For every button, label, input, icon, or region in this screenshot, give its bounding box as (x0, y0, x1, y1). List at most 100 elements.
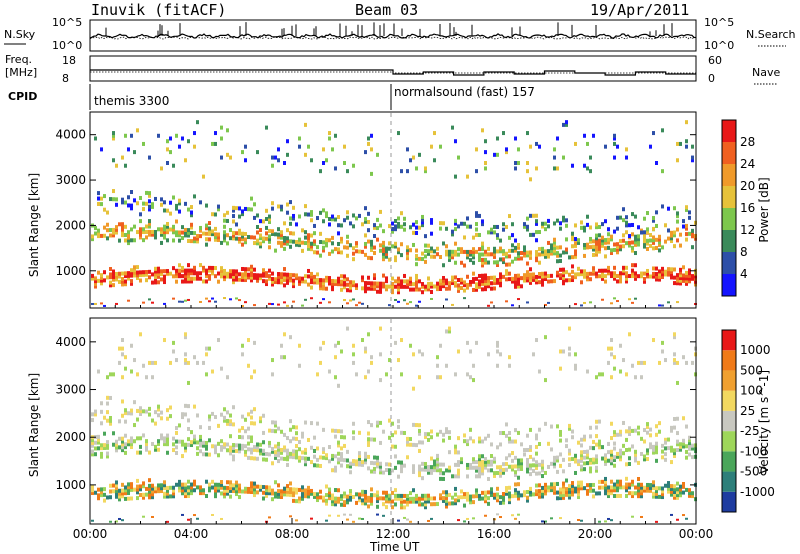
heatmap-cell (598, 238, 601, 243)
heatmap-cell (100, 275, 103, 280)
heatmap-cell (580, 280, 583, 285)
heatmap-cell (181, 482, 184, 487)
heatmap-cell (367, 431, 370, 436)
heatmap-cell (508, 254, 511, 259)
heatmap-cell (538, 427, 541, 432)
heatmap-cell (118, 419, 121, 424)
heatmap-cell (637, 460, 640, 465)
heatmap-cell (169, 414, 172, 419)
heatmap-cell (409, 279, 412, 284)
heatmap-cell (163, 491, 166, 496)
heatmap-cell (181, 236, 184, 241)
heatmap-cell (634, 234, 637, 239)
heatmap-cell (127, 230, 130, 235)
heatmap-cell (292, 490, 295, 495)
heatmap-cell (229, 419, 232, 424)
heatmap-cell (526, 253, 529, 258)
heatmap-cell (268, 217, 271, 222)
heatmap-cell (415, 443, 418, 448)
heatmap-cell (283, 301, 286, 304)
heatmap-cell (184, 271, 187, 276)
heatmap-cell (91, 237, 94, 242)
heatmap-cell (424, 243, 427, 248)
heatmap-cell (541, 462, 544, 467)
heatmap-cell (241, 304, 244, 307)
heatmap-cell (595, 222, 598, 227)
heatmap-cell (298, 440, 301, 445)
heatmap-cell (412, 155, 415, 160)
heatmap-cell (298, 496, 301, 501)
heatmap-cell (589, 245, 592, 250)
heatmap-cell (145, 441, 148, 446)
heatmap-cell (151, 232, 154, 237)
heatmap-cell (196, 485, 199, 490)
heatmap-cell (691, 276, 694, 281)
heatmap-cell (199, 271, 202, 276)
heatmap-cell (109, 415, 112, 420)
heatmap-cell (673, 484, 676, 489)
heatmap-cell (169, 485, 172, 490)
heatmap-cell (415, 304, 418, 307)
heatmap-cell (97, 228, 100, 233)
heatmap-cell (349, 470, 352, 475)
heatmap-cell (412, 499, 415, 504)
heatmap-cell (235, 486, 238, 491)
heatmap-cell (613, 273, 616, 278)
heatmap-cell (121, 442, 124, 447)
heatmap-cell (436, 468, 439, 473)
heatmap-cell (226, 271, 229, 276)
heatmap-cell (376, 281, 379, 286)
heatmap-cell (592, 133, 595, 138)
heatmap-cell (469, 224, 472, 229)
heatmap-cell (307, 235, 310, 240)
heatmap-cell (289, 490, 292, 495)
heatmap-cell (649, 243, 652, 248)
heatmap-cell (652, 240, 655, 245)
heatmap-cell (664, 269, 667, 274)
heatmap-cell (508, 214, 511, 219)
heatmap-cell (139, 332, 142, 337)
heatmap-cell (247, 267, 250, 272)
heatmap-cell (568, 489, 571, 494)
heatmap-cell (256, 230, 259, 235)
heatmap-cell (625, 155, 628, 160)
heatmap-cell (286, 436, 289, 441)
heatmap-cell (529, 466, 532, 471)
heatmap-cell (217, 482, 220, 487)
heatmap-cell (499, 275, 502, 280)
colorbar-tick-label: 20 (740, 179, 755, 193)
heatmap-cell (607, 232, 610, 237)
heatmap-cell (619, 451, 622, 456)
heatmap-cell (490, 454, 493, 459)
heatmap-cell (229, 483, 232, 488)
heatmap-cell (367, 498, 370, 503)
heatmap-cell (355, 216, 358, 221)
heatmap-cell (523, 248, 526, 253)
heatmap-cell (244, 452, 247, 457)
heatmap-cell (415, 166, 418, 171)
heatmap-cell (190, 210, 193, 215)
heatmap-cell (286, 236, 289, 241)
heatmap-cell (241, 435, 244, 440)
heatmap-cell (244, 240, 247, 245)
heatmap-cell (691, 360, 694, 365)
heatmap-cell (559, 273, 562, 278)
heatmap-cell (514, 439, 517, 444)
heatmap-cell (586, 491, 589, 496)
heatmap-cell (529, 177, 532, 182)
heatmap-cell (427, 287, 430, 292)
heatmap-cell (139, 273, 142, 278)
heatmap-cell (310, 277, 313, 282)
heatmap-cell (376, 464, 379, 469)
heatmap-cell (151, 301, 154, 304)
heatmap-cell (586, 141, 589, 146)
heatmap-cell (448, 257, 451, 262)
heatmap-cell (325, 278, 328, 283)
heatmap-cell (181, 488, 184, 493)
heatmap-cell (427, 432, 430, 437)
heatmap-cell (481, 273, 484, 278)
heatmap-cell (502, 260, 505, 265)
heatmap-cell (646, 422, 649, 427)
heatmap-cell (676, 141, 679, 146)
heatmap-cell (397, 250, 400, 255)
